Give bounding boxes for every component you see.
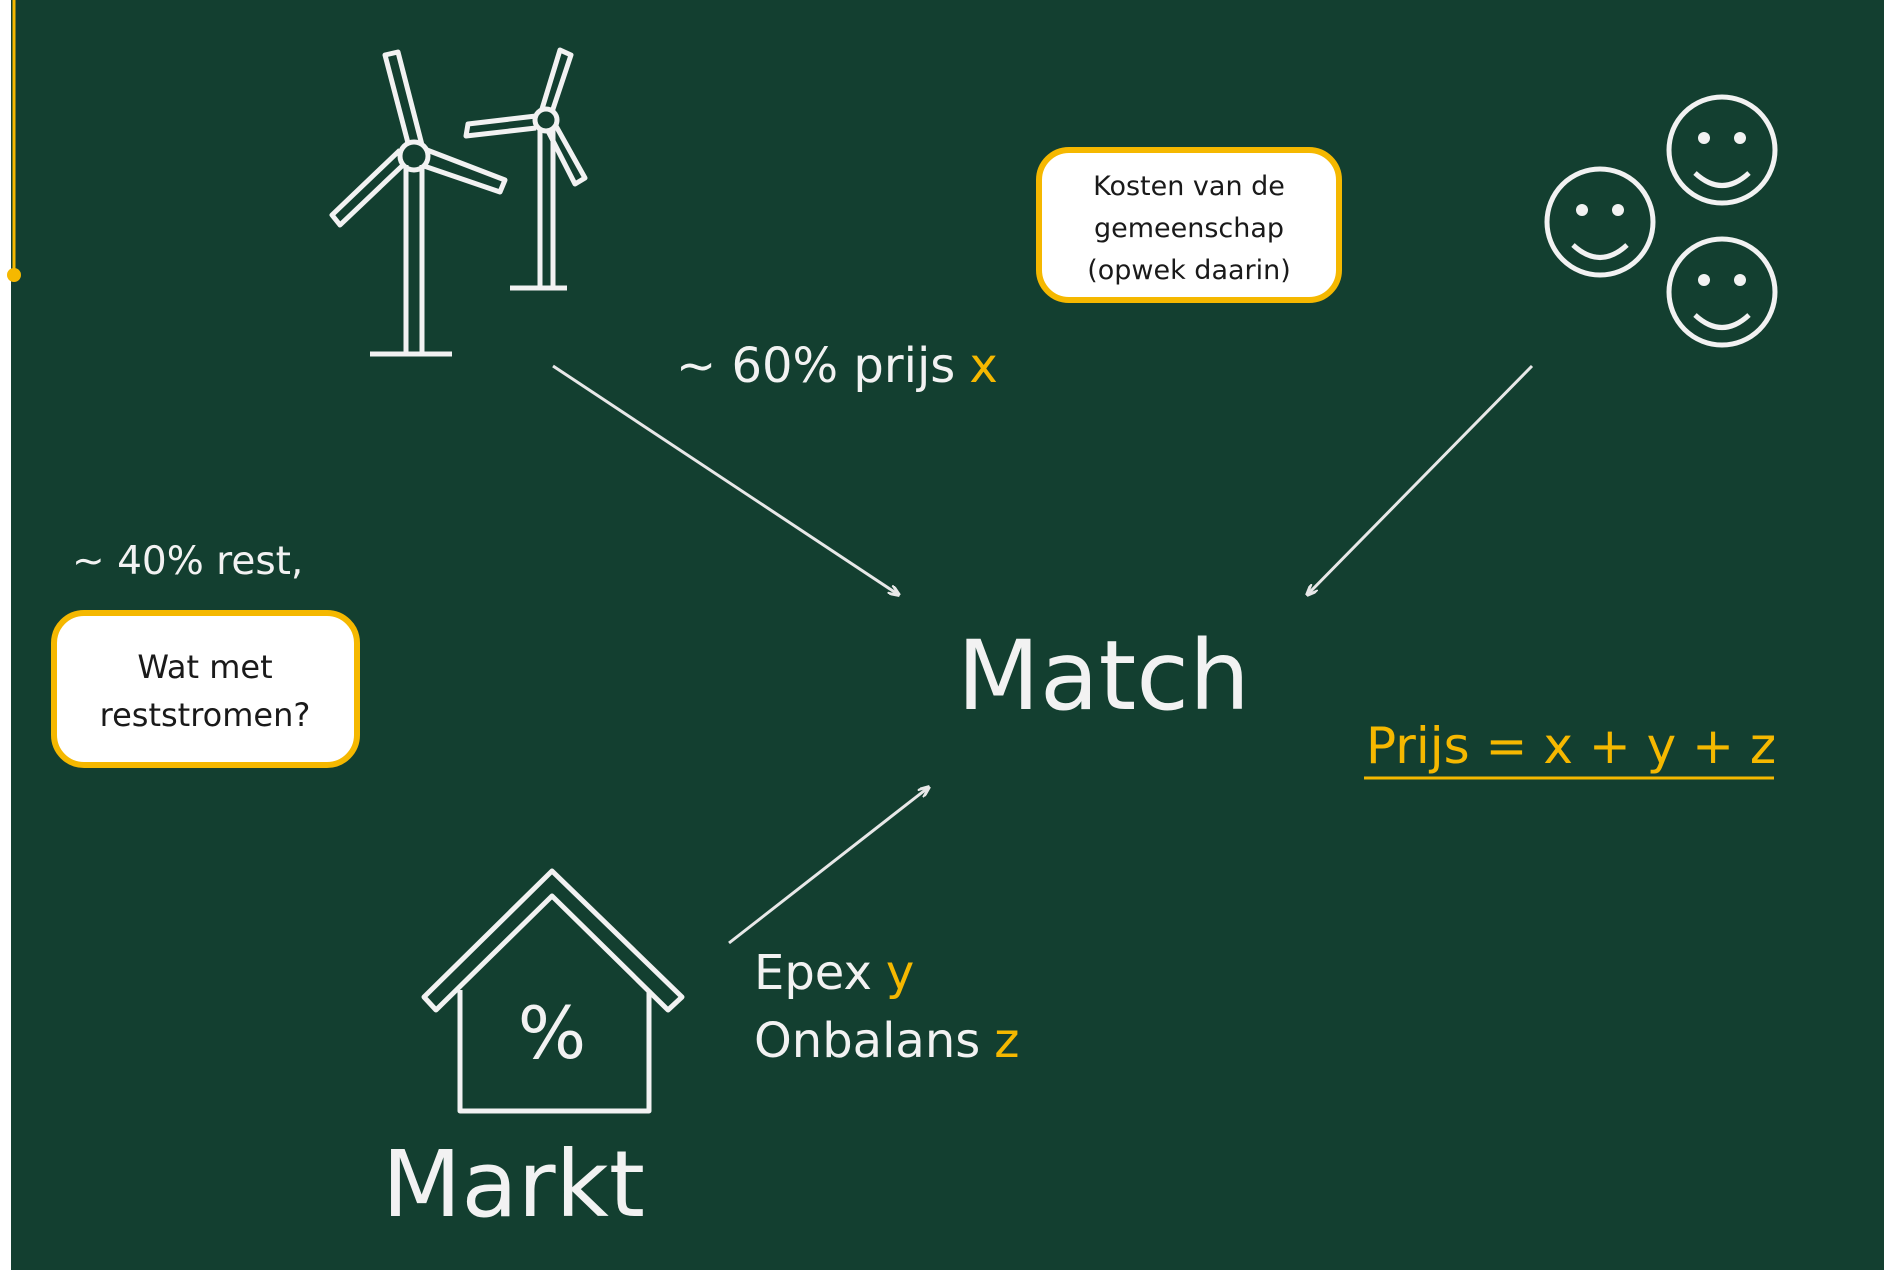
rest-line: Wat met — [137, 648, 272, 686]
arrow — [1307, 364, 1534, 595]
rest-line: reststromen? — [100, 696, 311, 734]
rest-label: ~ 40% rest, — [72, 539, 303, 584]
wind-text: ~ 60% prijs — [676, 338, 955, 394]
item-var: z — [994, 1013, 1019, 1069]
wind-var: x — [969, 338, 997, 394]
left-edge — [0, 0, 11, 1270]
house-icon — [421, 868, 685, 1114]
cost-box — [1036, 147, 1342, 303]
item-text: Onbalans — [754, 1013, 980, 1069]
market-label: Markt — [382, 1131, 645, 1238]
arrow — [552, 364, 899, 595]
community-icons — [1544, 94, 1778, 348]
cost-line: Kosten van de — [1093, 171, 1285, 202]
item-text: Epex — [754, 945, 872, 1001]
wind-label: ~ 60% prijs x — [676, 338, 998, 394]
rest-box — [51, 610, 360, 768]
house-percent: % — [518, 991, 586, 1075]
wind-turbines — [329, 47, 588, 357]
smiley-eyes — [1576, 132, 1746, 286]
item-var: y — [886, 945, 914, 1001]
cost-line: (opwek daarin) — [1087, 255, 1291, 286]
formula: Prijs = x + y + z — [1366, 717, 1776, 775]
market-item: Onbalans z — [754, 1013, 1019, 1069]
edge-handle — [7, 268, 21, 282]
arrow — [728, 787, 929, 945]
market-item: Epex y — [754, 945, 914, 1001]
match-label: Match — [957, 620, 1250, 732]
cost-line: gemeenschap — [1094, 213, 1284, 244]
